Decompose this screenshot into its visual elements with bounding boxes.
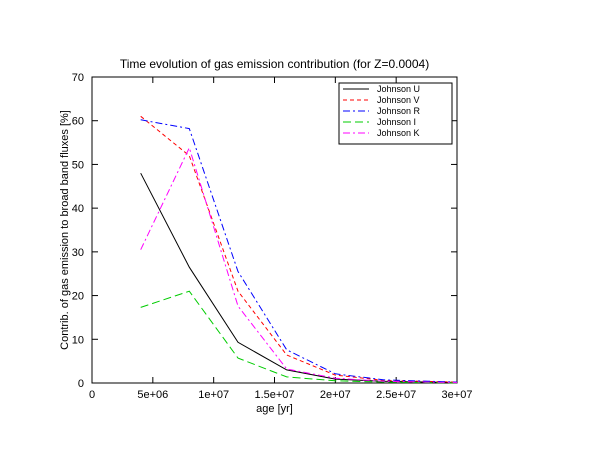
x-tick-label: 3e+07: [442, 389, 473, 401]
legend-label: Johnson I: [377, 117, 416, 127]
chart-title: Time evolution of gas emission contribut…: [120, 57, 429, 71]
y-tick-label: 50: [72, 159, 84, 171]
x-tick-label: 5e+06: [137, 389, 168, 401]
y-tick-label: 40: [72, 203, 84, 215]
y-tick-label: 60: [72, 116, 84, 128]
y-tick-label: 0: [78, 378, 84, 390]
x-tick-label: 2e+07: [320, 389, 351, 401]
y-axis-label: Contrib. of gas emission to broad band f…: [59, 110, 71, 350]
legend-label: Johnson U: [377, 84, 420, 94]
x-tick-label: 1e+07: [198, 389, 229, 401]
legend-label: Johnson K: [377, 128, 420, 138]
x-axis-label: age [yr]: [256, 403, 293, 415]
x-tick-label: 2.5e+07: [376, 389, 416, 401]
y-tick-label: 70: [72, 72, 84, 84]
legend-box: [338, 82, 453, 145]
y-tick-label: 10: [72, 334, 84, 346]
x-axis: 0 5e+06 1e+07 1.5e+07 2e+07 2.5e+07 3e+07: [89, 77, 473, 401]
legend-label: Johnson V: [377, 95, 420, 105]
series-lines: [140, 115, 458, 384]
y-axis: 0 10 20 30 40 50 60 70: [72, 72, 457, 390]
series-line-johnson-u: [140, 172, 458, 384]
y-tick-label: 30: [72, 247, 84, 259]
x-tick-label: 1.5e+07: [254, 389, 294, 401]
series-line-johnson-k: [140, 146, 458, 384]
series-line-johnson-r: [140, 119, 458, 383]
series-line-johnson-v: [140, 115, 458, 383]
series-line-johnson-i: [140, 290, 458, 384]
legend-label: Johnson R: [377, 106, 421, 116]
y-tick-label: 20: [72, 291, 84, 303]
x-tick-label: 0: [89, 389, 95, 401]
